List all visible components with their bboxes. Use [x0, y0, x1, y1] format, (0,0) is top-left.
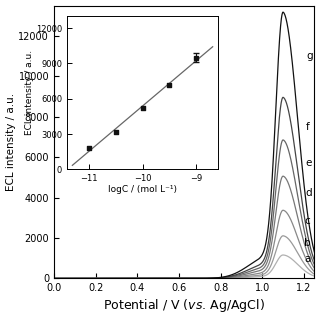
Text: e: e	[306, 158, 312, 168]
Text: d: d	[305, 188, 312, 198]
Text: b: b	[304, 238, 311, 248]
X-axis label: Potential / V ($\mathit{vs}$. Ag/AgCl): Potential / V ($\mathit{vs}$. Ag/AgCl)	[103, 298, 265, 315]
Text: a: a	[304, 254, 310, 264]
Text: c: c	[305, 217, 311, 227]
Text: f: f	[306, 122, 310, 132]
Y-axis label: ECL intensity / a.u.: ECL intensity / a.u.	[5, 93, 16, 191]
Text: g: g	[307, 51, 313, 61]
